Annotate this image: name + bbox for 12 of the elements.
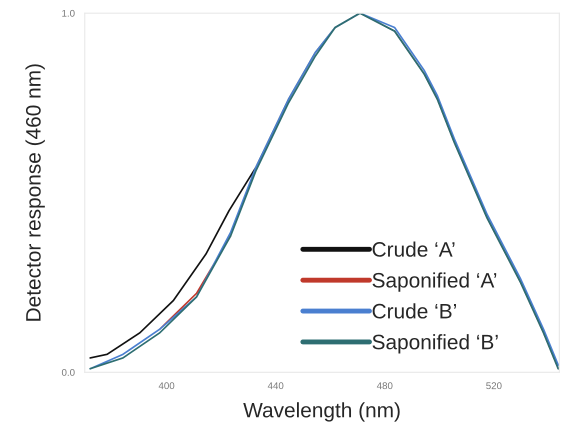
legend-label: Saponified ‘B’ [372,334,498,354]
x-tick-label: 520 [486,382,502,390]
legend-label: Saponified ‘A’ [372,272,496,292]
x-tick-label: 480 [376,382,393,390]
x-tick-label: 400 [158,382,174,390]
y-axis-title: Detector response (460 nm) [25,64,45,321]
x-tick-label: 440 [268,382,284,390]
y-tick-label: 1.0 [62,10,75,17]
legend-label: Crude ‘A’ [372,241,454,257]
legend-label: Crude ‘B’ [372,303,456,319]
x-axis-title: Wavelength (nm) [243,402,400,422]
y-tick-label: 0.0 [62,369,75,376]
